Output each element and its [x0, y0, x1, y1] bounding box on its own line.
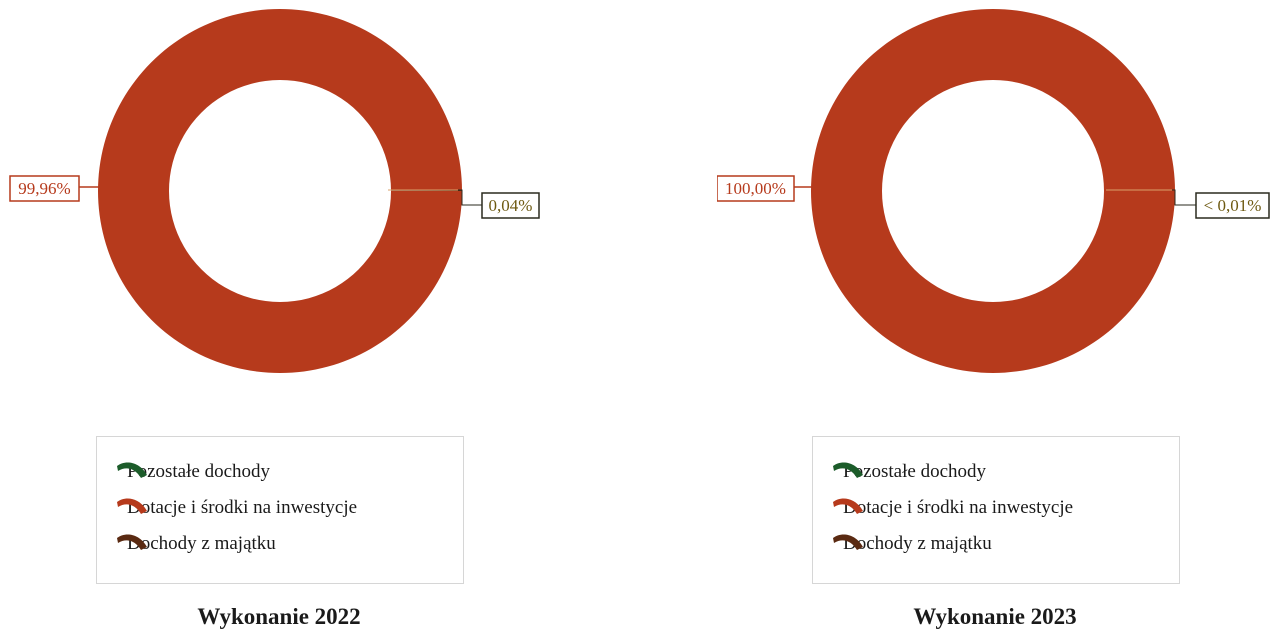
arc-swatch-red-icon — [833, 498, 863, 514]
legend-label: Dochody z majątku — [843, 533, 992, 554]
slice-2023-dotacje-i-środki-na-inwestycje — [811, 8, 1175, 373]
donut-chart-2023: 100,00% < 0,01% — [717, 8, 1270, 373]
legend-item-dotacje: Dotacje i środki na inwestycje — [831, 493, 1073, 523]
svg-text:< 0,01%: < 0,01% — [1204, 196, 1262, 215]
arc-swatch-red-icon — [117, 498, 147, 514]
legend-2023: Pozostałe dochody Dotacje i środki na in… — [812, 436, 1180, 584]
legend-label: Dochody z majątku — [127, 533, 276, 554]
minor-leader-line-2022 — [388, 189, 482, 206]
arc-swatch-brown-icon — [833, 534, 863, 550]
minor-leader-line-2023 — [1106, 189, 1196, 206]
legend-item-pozostale-dochody: Pozostałe dochody — [831, 457, 986, 487]
legend-item-dochody-z-majatku: Dochody z majątku — [115, 529, 276, 559]
data-label-minor-2022: 0,04% — [481, 192, 540, 219]
slice-2022-dotacje-i-środki-na-inwestycje — [98, 9, 462, 374]
data-label-major-2022: 99,96% — [9, 175, 80, 202]
legend-label: Dotacje i środki na inwestycje — [843, 497, 1074, 518]
svg-text:0,04%: 0,04% — [489, 196, 533, 215]
svg-text:99,96%: 99,96% — [18, 179, 70, 198]
arc-swatch-brown-icon — [117, 534, 147, 550]
chart-panel-2023: 100,00% < 0,01% Pozostałe dochody Dotacj… — [717, 0, 1278, 634]
legend-label: Pozostałe dochody — [127, 461, 271, 482]
chart-panel-2022: 99,96% 0,04% Pozostałe dochody Dotacje i… — [9, 9, 540, 629]
arc-swatch-green-icon — [117, 462, 147, 478]
donut-chart-2022: 99,96% 0,04% — [9, 9, 540, 374]
arc-swatch-green-icon — [833, 462, 863, 478]
data-label-major-2023: 100,00% — [717, 175, 795, 202]
legend-2022: Pozostałe dochody Dotacje i środki na in… — [96, 436, 464, 584]
donut-slices-2023 — [811, 8, 1175, 373]
legend-item-dotacje: Dotacje i środki na inwestycje — [115, 493, 357, 523]
donut-slices-2022 — [98, 9, 462, 374]
chart-title-2022: Wykonanie 2022 — [197, 604, 361, 629]
data-label-minor-2023: < 0,01% — [1195, 192, 1270, 219]
svg-text:100,00%: 100,00% — [725, 179, 786, 198]
chart-title-2023: Wykonanie 2023 — [913, 604, 1077, 629]
legend-label: Pozostałe dochody — [843, 461, 987, 482]
legend-item-dochody-z-majatku: Dochody z majątku — [831, 529, 992, 559]
legend-item-pozostale-dochody: Pozostałe dochody — [115, 457, 270, 487]
legend-label: Dotacje i środki na inwestycje — [127, 497, 358, 518]
